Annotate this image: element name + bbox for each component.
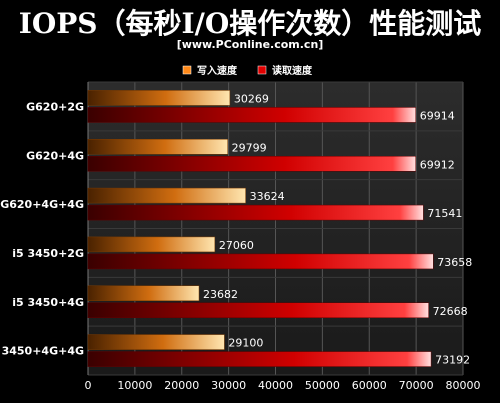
bar-write [87,285,200,301]
legend-swatch [257,65,267,75]
category-label: G620+4G+4G [0,198,84,211]
bar-write [87,187,246,204]
bar-write [87,236,216,253]
x-tick-label: 80000 [446,379,481,392]
bar-write-value: 27060 [219,239,254,252]
x-tick-label: 10000 [117,379,152,392]
bar-write-value: 23682 [203,288,238,301]
bar-read [87,107,416,123]
bar-read-value: 73192 [435,354,470,367]
x-tick-label: 30000 [211,379,246,392]
x-tick-label: 20000 [164,379,199,392]
bar-write [87,139,228,155]
legend-swatch [182,65,192,75]
bar-read-value: 69914 [420,109,455,122]
legend-label: 读取速度 [272,64,313,77]
x-tick-label: 0 [85,379,92,392]
category-label: i5 3450+2G [12,247,84,260]
bar-write [87,90,231,106]
category-label: i5 3450+4G [12,296,84,309]
x-tick-label: 50000 [305,379,340,392]
gridlines [87,81,464,376]
bars [87,90,434,367]
x-tick-label: 40000 [258,379,293,392]
bar-read-value: 73658 [437,256,472,269]
bar-read-value: 72668 [433,305,468,318]
chart-title: IOPS（每秒I/O操作次数）性能测试 [18,7,482,40]
bar-read [87,302,429,318]
bar-write-value: 30269 [234,92,269,105]
bar-read [87,204,424,221]
bar-read [87,351,432,367]
labels: 0 10000 20000 30000 40000 50000 60000 70000 8000… [0,92,481,392]
x-tick-label: 60000 [352,379,387,392]
bar-read [87,253,434,270]
bar-read-value: 71541 [427,207,462,220]
bar-write-value: 29100 [228,337,263,350]
category-label: G620+2G [26,100,84,113]
bar-read-value: 69912 [420,158,455,171]
bar-write-value: 29799 [232,141,267,154]
category-label: i5 3450+4G+4G [0,345,84,358]
bar-write-value: 33624 [250,190,285,203]
bar-write [87,334,225,350]
bar-read [87,156,416,172]
source-label: [www.PConline.com.cn] [176,38,324,51]
legend: 写入速度 读取速度 [182,64,313,77]
category-label: G620+4G [26,149,84,162]
legend-label: 写入速度 [197,64,238,77]
x-tick-label: 70000 [399,379,434,392]
